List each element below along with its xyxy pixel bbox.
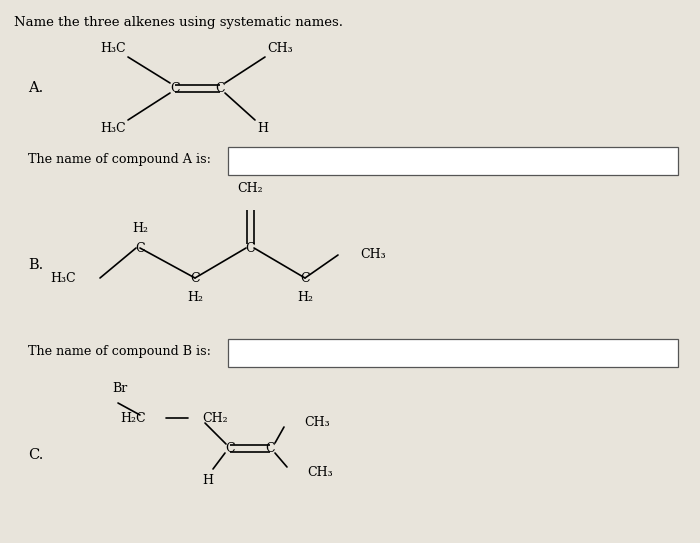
Text: C: C [215,81,225,94]
Text: C: C [225,441,234,454]
Text: H₃C: H₃C [100,122,126,135]
Text: H₂: H₂ [132,222,148,235]
Text: B.: B. [28,258,43,272]
Text: H: H [257,122,268,135]
Text: C: C [135,242,145,255]
Text: H₂: H₂ [297,291,313,304]
Text: A.: A. [28,81,43,95]
Text: H₂C: H₂C [120,412,146,425]
Text: CH₃: CH₃ [304,415,330,428]
Text: The name of compound B is:: The name of compound B is: [28,345,211,358]
Text: Name the three alkenes using systematic names.: Name the three alkenes using systematic … [14,16,343,29]
Text: H: H [202,474,214,487]
Text: C: C [265,441,275,454]
Text: CH₃: CH₃ [267,42,293,55]
Text: Br: Br [113,382,127,395]
Text: H₃C: H₃C [100,42,126,55]
Text: C: C [170,81,180,94]
Bar [228,339,678,367]
Text: C: C [190,272,199,285]
Text: H₂: H₂ [187,291,203,304]
Text: CH₃: CH₃ [307,465,332,478]
Text: C: C [245,242,255,255]
Text: H₃C: H₃C [50,272,76,285]
Text: CH₂: CH₂ [237,182,262,195]
Text: CH₂: CH₂ [202,412,228,425]
Text: CH₃: CH₃ [360,249,386,262]
Text: C: C [300,272,310,285]
Bar [228,147,678,175]
Text: The name of compound A is:: The name of compound A is: [28,154,211,167]
Text: C.: C. [28,448,43,462]
